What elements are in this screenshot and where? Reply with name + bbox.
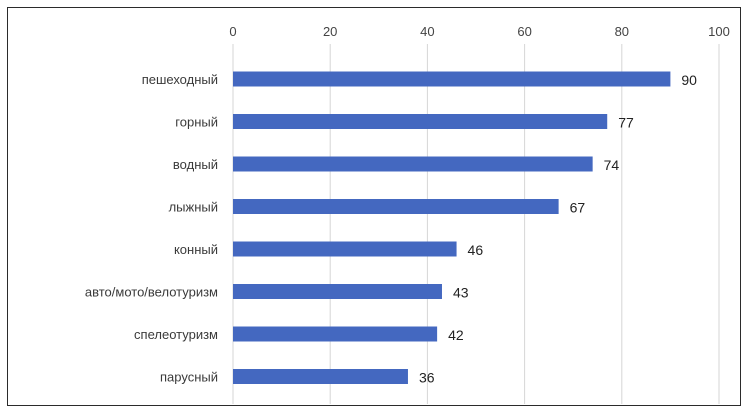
category-label: спелеотуризм (134, 327, 218, 342)
x-axis-ticks: 0 20 40 60 80 100 (229, 24, 729, 39)
bar (233, 326, 438, 342)
x-tick-label: 0 (229, 24, 236, 39)
category-label: парусный (160, 370, 218, 385)
bar (233, 114, 608, 129)
bar (233, 241, 457, 257)
category-label: горный (175, 115, 218, 130)
x-tick-label: 20 (323, 24, 337, 39)
category-label: конный (174, 242, 218, 257)
data-label: 36 (419, 370, 435, 386)
data-labels: 90 77 74 67 46 43 42 36 (419, 72, 697, 386)
x-tick-label: 80 (615, 24, 629, 39)
category-label: авто/мото/велотуризм (85, 285, 218, 300)
x-tick-label: 100 (708, 24, 730, 39)
data-label: 77 (618, 115, 634, 131)
data-label: 46 (468, 242, 484, 258)
bars (233, 71, 671, 384)
data-label: 74 (604, 157, 620, 173)
bar (233, 369, 408, 384)
bar (233, 71, 671, 87)
category-label: водный (173, 157, 218, 172)
category-labels: пешеходный горный водный лыжный конный авто/м… (85, 72, 218, 385)
data-label: 90 (681, 72, 697, 88)
category-label: пешеходный (142, 72, 218, 87)
x-tick-label: 40 (420, 24, 434, 39)
bar (233, 199, 559, 214)
data-label: 67 (570, 200, 586, 216)
bar (233, 156, 593, 172)
gridlines (232, 44, 720, 404)
x-tick-label: 60 (517, 24, 531, 39)
category-label: лыжный (169, 200, 218, 215)
data-label: 43 (453, 285, 469, 301)
data-label: 42 (448, 327, 464, 343)
bar (233, 284, 442, 299)
